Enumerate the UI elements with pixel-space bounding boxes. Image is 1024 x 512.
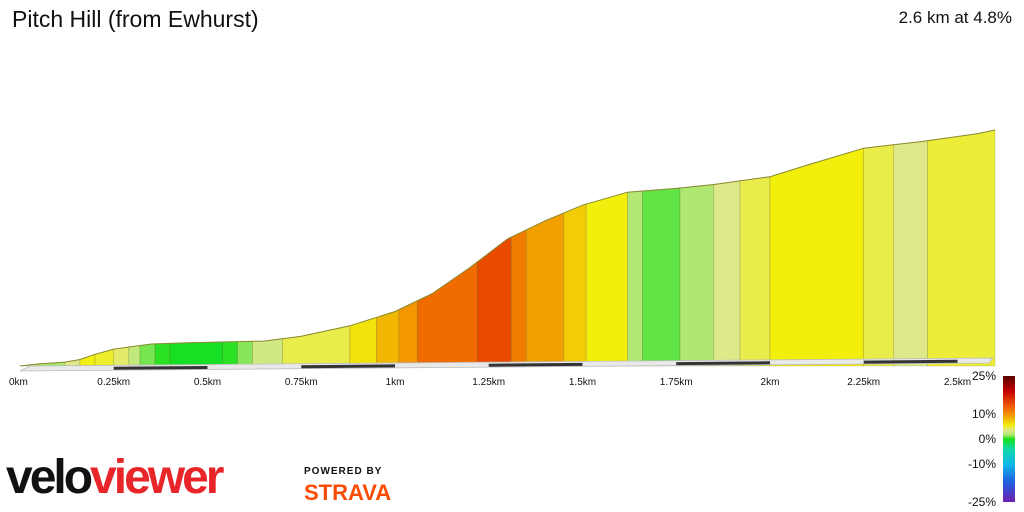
powered-by-label: POWERED BY bbox=[304, 466, 383, 477]
gradient-segment bbox=[679, 184, 715, 367]
x-tick-label: 2km bbox=[761, 377, 780, 388]
legend-colorbar bbox=[1003, 376, 1015, 502]
gradient-segment bbox=[927, 129, 996, 367]
gradient-segment bbox=[139, 343, 156, 367]
x-tick-label: 0km bbox=[9, 377, 28, 388]
logo-part-viewer: viewer bbox=[90, 451, 224, 504]
gradient-segment bbox=[154, 342, 171, 367]
x-tick-label: 0.75km bbox=[285, 377, 318, 388]
x-axis-ticks: 0km 0.25km 0.5km 0.75km 1km 1.25km 1.5km 1.75km… bbox=[9, 377, 971, 388]
scale-bar bbox=[488, 362, 583, 367]
scale-bar bbox=[863, 359, 958, 364]
gradient-segment bbox=[376, 309, 400, 367]
x-tick-label: 1.75km bbox=[660, 377, 693, 388]
gradient-segment bbox=[563, 203, 587, 367]
scale-bar bbox=[676, 361, 771, 366]
gradient-segment bbox=[863, 144, 895, 367]
gradient-segment bbox=[282, 325, 351, 367]
gradient-segments bbox=[19, 129, 996, 367]
grade-legend: 25% 10% 0% -10% -25% bbox=[968, 369, 1015, 509]
gradient-segment bbox=[627, 190, 643, 367]
page-title: Pitch Hill (from Ewhurst) bbox=[12, 6, 259, 32]
gradient-segment bbox=[511, 229, 527, 367]
x-tick-label: 2.25km bbox=[847, 377, 880, 388]
gradient-segment bbox=[79, 353, 96, 367]
gradient-segment bbox=[128, 345, 141, 367]
gradient-segment bbox=[169, 341, 223, 367]
profile-outline bbox=[19, 129, 996, 367]
gradient-segment bbox=[526, 212, 565, 367]
gradient-segment bbox=[585, 191, 628, 367]
legend-tick-label: -10% bbox=[968, 457, 996, 471]
veloviewer-logo: veloviewer bbox=[6, 448, 224, 508]
gradient-segment bbox=[713, 180, 741, 367]
legend-tick-label: 0% bbox=[979, 432, 997, 446]
gradient-segment bbox=[113, 346, 130, 367]
gradient-segment bbox=[642, 187, 681, 367]
x-tick-label: 2.5km bbox=[944, 377, 971, 388]
gradient-segment bbox=[477, 236, 512, 367]
scale-bar bbox=[113, 366, 208, 370]
x-tick-label: 0.25km bbox=[97, 377, 130, 388]
legend-tick-label: 10% bbox=[972, 407, 996, 421]
distance-scale bbox=[113, 359, 958, 370]
gradient-segment bbox=[417, 261, 478, 367]
logo-part-velo: velo bbox=[6, 451, 93, 504]
x-tick-label: 1km bbox=[386, 377, 405, 388]
legend-tick-label: -25% bbox=[968, 495, 996, 509]
gradient-segment bbox=[237, 340, 253, 367]
gradient-segment bbox=[739, 176, 771, 367]
scale-bar bbox=[301, 364, 396, 369]
gradient-segment bbox=[769, 147, 864, 367]
gradient-segment bbox=[398, 300, 418, 367]
gradient-segment bbox=[893, 140, 928, 367]
climb-summary: 2.6 km at 4.8% bbox=[898, 8, 1012, 27]
gradient-segment bbox=[252, 338, 283, 367]
gradient-segment bbox=[222, 341, 238, 367]
x-tick-label: 1.5km bbox=[569, 377, 596, 388]
strava-logo: STRAVA bbox=[304, 480, 392, 505]
x-tick-label: 0.5km bbox=[194, 377, 221, 388]
legend-tick-label: 25% bbox=[972, 369, 996, 383]
x-tick-label: 1.25km bbox=[472, 377, 505, 388]
